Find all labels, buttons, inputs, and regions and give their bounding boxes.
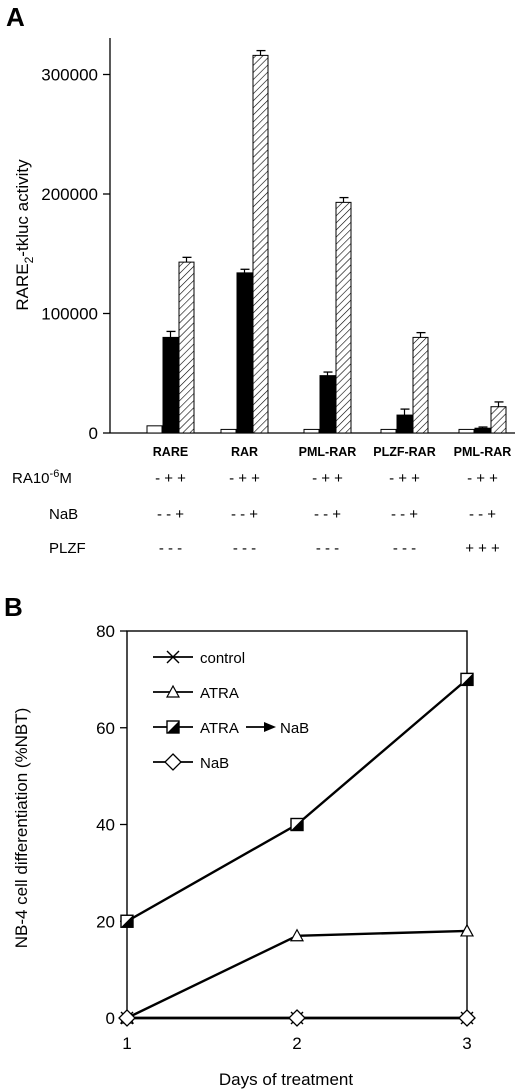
series-line bbox=[126, 929, 468, 1020]
panel-a-axes: 0 100000 200000 300000 bbox=[41, 38, 515, 443]
legend-arrow-head bbox=[264, 722, 276, 732]
marker-square-fill bbox=[461, 673, 473, 686]
bar bbox=[396, 414, 413, 434]
marker-diamond bbox=[118, 1009, 136, 1027]
condition-marks: - - - bbox=[233, 540, 256, 557]
y-tick-label: 20 bbox=[96, 912, 115, 931]
marker-diamond bbox=[458, 1009, 476, 1027]
condition-label: PLZF bbox=[49, 540, 86, 557]
panel-a-bar-chart: A RARE2-tkluc activity 0 100000 200000 3000… bbox=[6, 2, 515, 557]
series-line bbox=[126, 678, 468, 923]
bar bbox=[220, 428, 237, 434]
condition-marks: - - + bbox=[314, 506, 341, 523]
condition-marks: - - + bbox=[157, 506, 184, 523]
bar bbox=[458, 428, 475, 434]
marker-diamond bbox=[288, 1009, 306, 1027]
panel-a-bars bbox=[146, 49, 507, 434]
bar bbox=[178, 261, 195, 434]
condition-marks: - + + bbox=[467, 470, 498, 487]
panel-b-axes: 0 20 40 60 80 1 2 3 bbox=[96, 622, 472, 1053]
category-label: RAR bbox=[231, 445, 258, 459]
condition-marks: + + + bbox=[465, 540, 500, 557]
marker-square-fill bbox=[121, 915, 133, 928]
bar bbox=[162, 336, 179, 434]
condition-label: NaB bbox=[49, 506, 78, 523]
y-tick-label: 0 bbox=[89, 424, 98, 443]
marker-square-fill bbox=[167, 721, 179, 733]
category-label: PML-RAR bbox=[454, 445, 512, 459]
bar bbox=[146, 425, 163, 434]
condition-marks: - + + bbox=[312, 470, 343, 487]
y-tick-label: 200000 bbox=[41, 185, 98, 204]
marker-triangle bbox=[459, 923, 475, 937]
marker-cross bbox=[166, 650, 180, 664]
bar bbox=[319, 375, 336, 434]
legend-label: NaB bbox=[280, 720, 309, 737]
legend-label: ATRA bbox=[200, 720, 239, 737]
marker-triangle bbox=[165, 684, 181, 698]
marker-triangle bbox=[289, 928, 305, 942]
legend-label: NaB bbox=[200, 755, 229, 772]
series-group bbox=[118, 1009, 476, 1027]
condition-label: RA10-6M bbox=[12, 468, 72, 487]
x-tick-label: 1 bbox=[122, 1034, 131, 1053]
bar bbox=[412, 336, 429, 434]
condition-marks: - - + bbox=[469, 506, 496, 523]
panel-b-series bbox=[118, 672, 476, 1027]
y-tick-label: 300000 bbox=[41, 66, 98, 85]
category-label: RARE bbox=[153, 445, 188, 459]
y-tick-label: 80 bbox=[96, 622, 115, 641]
series-group bbox=[119, 923, 475, 1024]
condition-marks: - + + bbox=[155, 470, 186, 487]
marker-square-fill bbox=[291, 818, 303, 831]
condition-marks: - - - bbox=[316, 540, 339, 557]
y-tick-label: 40 bbox=[96, 816, 115, 835]
series-group bbox=[120, 672, 474, 928]
bar bbox=[474, 427, 491, 434]
y-tick-label: 0 bbox=[106, 1009, 115, 1028]
bar bbox=[380, 428, 397, 434]
panel-b-line-chart: B NB-4 cell differentiation (%NBT) Days … bbox=[4, 592, 476, 1089]
marker-diamond bbox=[164, 753, 182, 771]
condition-marks: - + + bbox=[389, 470, 420, 487]
panel-a-category-labels: RARE RAR PML-RAR PLZF-RAR PML-RAR bbox=[153, 445, 512, 459]
y-tick-label: 60 bbox=[96, 719, 115, 738]
condition-marks: - - - bbox=[393, 540, 416, 557]
y-tick-label: 100000 bbox=[41, 305, 98, 324]
panel-b-legend: control ATRA ATRA NaB NaB bbox=[153, 650, 309, 772]
legend-label: ATRA bbox=[200, 685, 239, 702]
category-label: PLZF-RAR bbox=[373, 445, 436, 459]
bar bbox=[490, 406, 507, 434]
bar bbox=[303, 428, 320, 434]
category-label: PML-RAR bbox=[299, 445, 357, 459]
legend-label: control bbox=[200, 650, 245, 667]
bar bbox=[236, 272, 253, 434]
panel-a-letter: A bbox=[6, 2, 25, 32]
x-tick-label: 3 bbox=[462, 1034, 471, 1053]
panel-b-letter: B bbox=[4, 592, 23, 622]
condition-marks: - + + bbox=[229, 470, 260, 487]
bar bbox=[335, 201, 352, 434]
x-tick-label: 2 bbox=[292, 1034, 301, 1053]
condition-marks: - - + bbox=[391, 506, 418, 523]
panel-b-x-axis-label: Days of treatment bbox=[219, 1070, 353, 1089]
condition-marks: - - - bbox=[159, 540, 182, 557]
condition-marks: - - + bbox=[231, 506, 258, 523]
panel-a-condition-table: RA10-6M - + + - + + - + + - + + - + + NaB - - +… bbox=[12, 468, 500, 557]
bar bbox=[252, 54, 269, 434]
panel-b-y-axis-label: NB-4 cell differentiation (%NBT) bbox=[12, 708, 31, 949]
panel-a-y-axis-label: RARE2-tkluc activity bbox=[13, 159, 36, 311]
